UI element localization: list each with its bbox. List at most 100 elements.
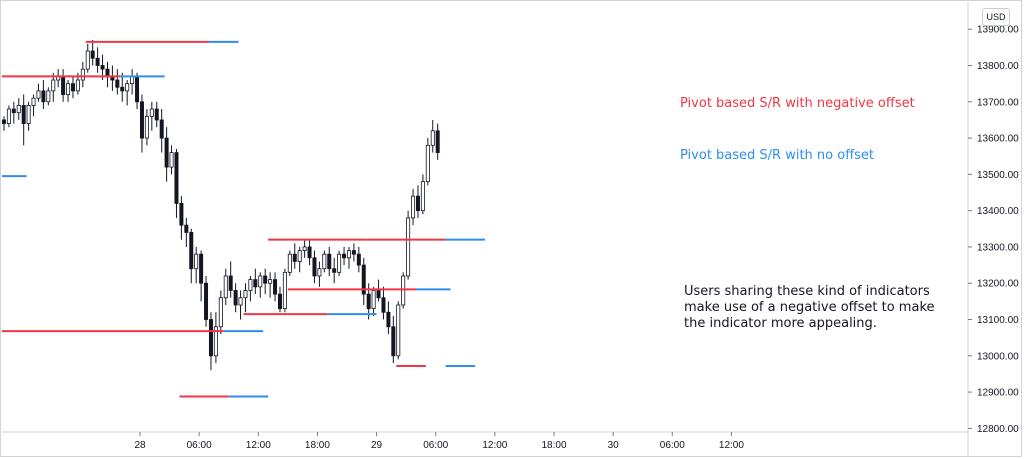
candle-body <box>135 75 140 103</box>
candle-body <box>105 68 110 77</box>
candle-body <box>282 271 287 310</box>
candle-body <box>144 115 149 139</box>
candle-body <box>307 246 312 259</box>
price-tick-label: 13800.00 <box>977 61 1019 72</box>
time-tick-label: 29 <box>371 440 383 451</box>
candle-body <box>401 275 406 306</box>
candle-body <box>85 50 90 70</box>
candle-body <box>415 195 420 212</box>
candle-body <box>263 275 268 284</box>
candle-body <box>164 137 169 168</box>
candle-body <box>11 108 16 114</box>
candle-body <box>90 50 95 59</box>
candle-body <box>218 297 223 328</box>
candle-body <box>31 97 36 106</box>
candle-body <box>425 144 430 183</box>
price-tick-label: 13200.00 <box>977 279 1019 290</box>
candle-body <box>396 304 401 357</box>
candle-body <box>342 253 347 259</box>
candle-body <box>317 268 322 277</box>
price-tick-label: 13700.00 <box>977 97 1019 108</box>
candle-body <box>361 264 366 295</box>
time-tick-label: 18:00 <box>305 440 330 451</box>
candle-body <box>253 279 258 288</box>
candle-body <box>120 86 125 92</box>
candle-body <box>184 224 189 233</box>
candle-body <box>312 257 317 277</box>
candle-body <box>159 119 164 139</box>
time-tick-label: 12:00 <box>246 440 271 451</box>
candle-body <box>199 253 204 284</box>
candle-body <box>70 83 75 92</box>
time-tick-label: 12:00 <box>719 440 744 451</box>
candle-body <box>1 119 6 124</box>
candle-body <box>356 253 361 266</box>
candle-body <box>194 253 199 270</box>
candle-body <box>21 105 26 124</box>
time-axis: 28 06:00 12:00 18:00 29 06:00 12:00 18:00 30 06:0… <box>134 432 744 451</box>
candle-body <box>139 101 144 139</box>
candle-body <box>322 253 327 270</box>
candle-body <box>273 279 278 295</box>
price-tick-label: 13300.00 <box>977 242 1019 253</box>
candle-body <box>337 253 342 273</box>
candle-body <box>154 108 159 121</box>
price-tick-label: 13400.00 <box>977 206 1019 217</box>
candle-body <box>376 290 381 299</box>
price-tick-label: 12800.00 <box>977 424 1019 435</box>
candle-body <box>411 195 416 219</box>
time-tick-label: 06:00 <box>660 440 685 451</box>
legend-no-offset: Pivot based S/R with no offset <box>680 148 875 163</box>
candle-body <box>61 75 66 95</box>
candle-body <box>277 293 282 310</box>
candle-body <box>332 268 337 273</box>
time-tick-label: 06:00 <box>187 440 212 451</box>
candle-body <box>420 181 425 212</box>
candle-body <box>179 202 184 226</box>
candle-body <box>223 275 228 299</box>
candle-body <box>80 68 85 81</box>
candle-body <box>46 90 51 103</box>
candle-body <box>430 130 435 146</box>
time-tick-label: 30 <box>608 440 620 451</box>
candle-body <box>386 311 391 328</box>
candle-body <box>258 275 263 288</box>
candle-body <box>6 108 11 124</box>
price-tick-label: 13600.00 <box>977 134 1019 145</box>
candle-body <box>174 152 179 204</box>
candle-body <box>297 250 302 262</box>
candle-body <box>366 293 371 310</box>
candle-body <box>435 130 440 153</box>
candle-body <box>268 279 273 284</box>
candle-body <box>302 246 307 251</box>
candle-body <box>169 152 174 168</box>
candle-body <box>125 83 130 92</box>
time-tick-label: 06:00 <box>423 440 448 451</box>
candle-body <box>351 250 356 255</box>
candle-body <box>327 253 332 270</box>
candle-body <box>213 326 218 357</box>
candles <box>1 40 440 371</box>
candle-body <box>75 79 80 92</box>
price-tick-label: 13100.00 <box>977 315 1019 326</box>
candle-body <box>371 290 376 310</box>
candle-body <box>66 83 71 95</box>
annotation-text: Users sharing these kind of indicators m… <box>684 284 935 331</box>
candle-body <box>115 79 120 88</box>
candle-body <box>391 326 396 357</box>
candle-body <box>149 108 154 117</box>
currency-label[interactable]: USD <box>982 8 1010 26</box>
price-tick-label: 13900.00 <box>977 25 1019 36</box>
price-tick-label: 13500.00 <box>977 170 1019 181</box>
price-axis: 13900.00 13800.00 13700.00 13600.00 13500.00… <box>968 25 1019 435</box>
candle-body <box>16 105 21 114</box>
candle-body <box>248 279 253 291</box>
candle-body <box>100 65 105 70</box>
price-tick-label: 13000.00 <box>977 351 1019 362</box>
candle-body <box>238 297 243 306</box>
time-tick-label: 12:00 <box>482 440 507 451</box>
candle-body <box>287 253 292 273</box>
candle-body <box>41 90 46 103</box>
